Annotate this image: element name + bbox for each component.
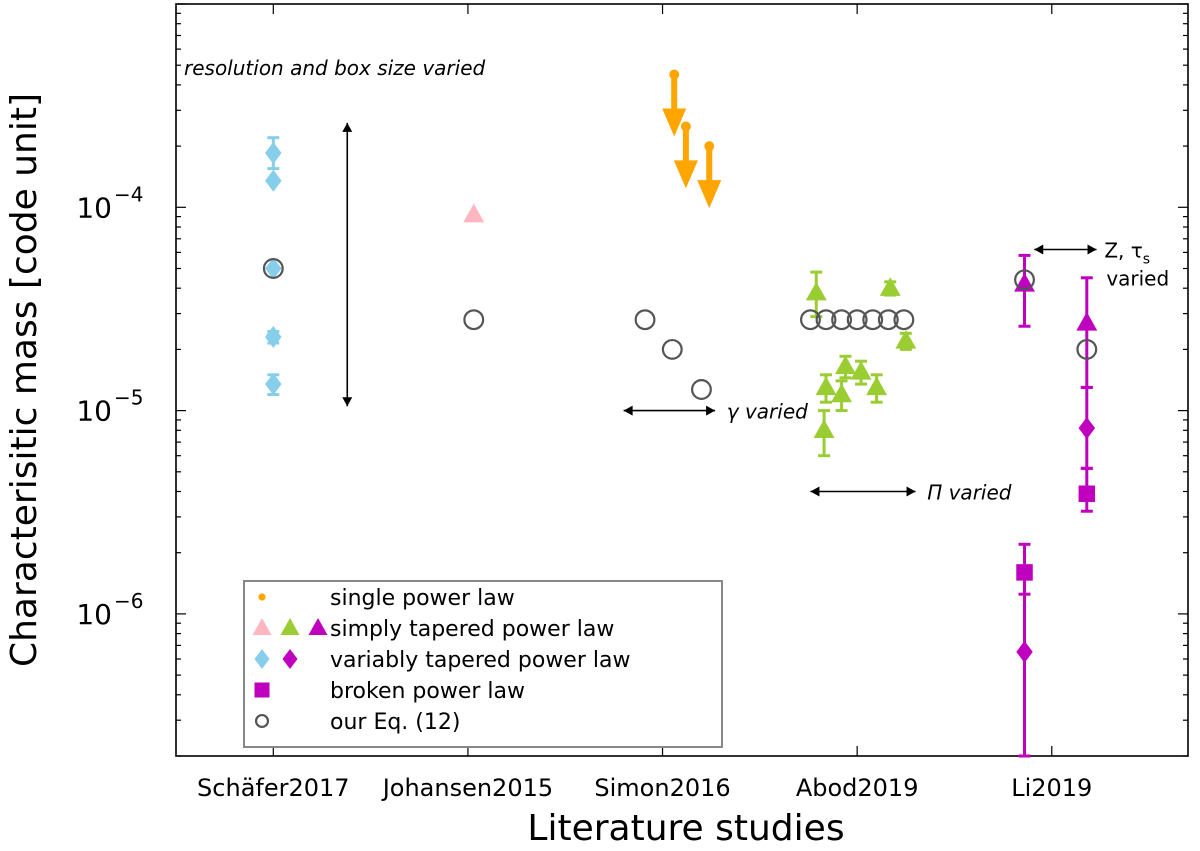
legend-marker xyxy=(282,649,298,669)
plot-frame xyxy=(175,3,1189,757)
annotation-text-gamma: γ varied xyxy=(727,400,808,424)
data-point xyxy=(669,69,680,80)
legend-box xyxy=(243,580,723,748)
annotation-arrow-z-taus-head xyxy=(1087,244,1097,255)
eq12-point xyxy=(661,338,683,360)
annotation-arrow-pi-head xyxy=(906,486,916,497)
legend-marker xyxy=(252,618,272,635)
data-point xyxy=(850,360,872,380)
legend-marker xyxy=(308,618,328,635)
y-ticks: 10−610−510−4 xyxy=(76,3,1188,757)
upper-limit-arrow-head xyxy=(697,180,722,209)
annotation-text-pi: Π varied xyxy=(927,481,1012,505)
eq12-point xyxy=(877,309,899,331)
y-tick-label: 10 xyxy=(76,395,112,428)
plot-area xyxy=(175,3,1189,757)
y-tick-label-exponent: −4 xyxy=(114,182,143,206)
annotation-arrow-gamma-head xyxy=(623,405,633,416)
annotation-arrow-pi-head xyxy=(810,486,820,497)
data-point xyxy=(265,141,282,164)
eq12-point xyxy=(893,309,915,331)
legend-marker xyxy=(280,618,300,635)
annotation-arrow-resolution-head xyxy=(342,397,353,407)
data-point xyxy=(1016,640,1033,663)
data-point xyxy=(704,141,715,152)
data-point xyxy=(265,169,282,192)
legend-label: broken power law xyxy=(330,679,525,704)
eq12-point xyxy=(1076,338,1098,360)
annotation-subscript: s xyxy=(1143,252,1150,268)
y-tick-label: 10 xyxy=(76,191,112,224)
eq12-point xyxy=(846,309,868,331)
eq12-point xyxy=(862,309,884,331)
data-point xyxy=(463,203,485,223)
legend-marker xyxy=(254,682,270,698)
legend-marker xyxy=(254,713,270,729)
legend: single power law simply tapered power law… xyxy=(243,580,723,748)
data-point xyxy=(835,355,856,375)
x-ticks: Schäfer2017 Johansen2015 Simon2016 Abod2019… xyxy=(197,4,1092,802)
eq12-point xyxy=(463,309,485,331)
eq12-point xyxy=(1014,269,1035,291)
data-point xyxy=(866,376,888,396)
annotation-text-z-taus: Z, τs xyxy=(1104,239,1150,268)
data-point xyxy=(815,376,837,396)
y-tick-label: 10 xyxy=(76,598,112,631)
eq12-point xyxy=(831,309,853,331)
data-point xyxy=(1078,485,1096,502)
data-point xyxy=(805,281,827,301)
markers xyxy=(262,69,1098,663)
x-tick-label: Schäfer2017 xyxy=(197,774,350,802)
eq12-point xyxy=(691,379,712,400)
data-point xyxy=(813,419,835,439)
data-point xyxy=(265,326,282,349)
annotation-arrow-gamma-head xyxy=(706,405,716,416)
legend-label: our Eq. (12) xyxy=(330,710,460,735)
y-axis-title: Characterisitic mass [code unit] xyxy=(4,93,45,667)
data-point xyxy=(1016,564,1033,581)
x-axis-title: Literature studies xyxy=(527,808,844,849)
data-point xyxy=(1078,417,1096,440)
annotation-arrow-resolution-head xyxy=(342,122,353,132)
upper-limit-arrow-head xyxy=(662,108,687,137)
data-point xyxy=(831,383,853,403)
data-point xyxy=(265,373,282,396)
annotation-arrow-z-taus-head xyxy=(1034,244,1044,255)
annotation-text-z-taus-line2: varied xyxy=(1106,267,1169,291)
y-tick-label-exponent: −5 xyxy=(114,386,143,410)
eq12-point xyxy=(262,258,284,279)
annotation-text-resolution: resolution and box size varied xyxy=(184,56,486,80)
data-point xyxy=(895,329,917,349)
upper-limit-arrow-head xyxy=(673,160,698,189)
x-tick-label: Johansen2015 xyxy=(381,774,553,802)
legend-marker xyxy=(254,649,270,669)
data-point xyxy=(265,257,282,280)
eq12-point xyxy=(799,309,821,331)
x-tick-label: Abod2019 xyxy=(796,774,919,802)
data-point xyxy=(879,277,901,296)
x-tick-label: Li2019 xyxy=(1011,774,1092,802)
legend-marker xyxy=(258,593,266,601)
y-tick-label-exponent: −6 xyxy=(114,589,143,613)
legend-label: simply tapered power law xyxy=(330,617,614,642)
legend-label: single power law xyxy=(330,586,515,611)
annotations: resolution and box size varied γ varied Π … xyxy=(184,56,1169,505)
eq12-point xyxy=(815,309,837,331)
legend-label: variably tapered power law xyxy=(330,648,630,673)
eq12-point xyxy=(634,309,656,331)
x-tick-label: Simon2016 xyxy=(594,774,730,802)
data-point xyxy=(680,121,691,132)
data-point xyxy=(1076,311,1098,331)
